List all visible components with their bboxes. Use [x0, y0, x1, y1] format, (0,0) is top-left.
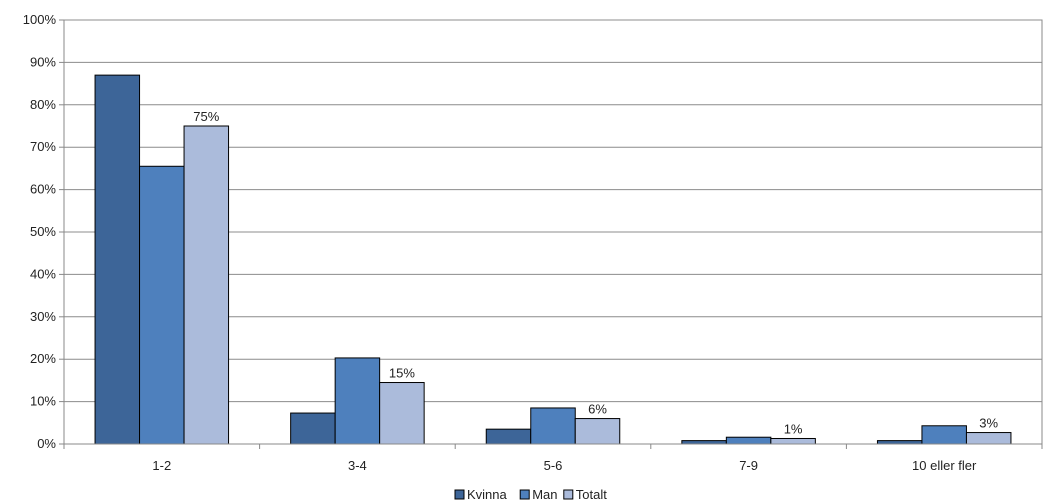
bar-kvinna — [681, 440, 727, 445]
bar-totalt — [574, 418, 621, 445]
y-tick-label: 50% — [30, 224, 56, 239]
y-tick-label: 30% — [30, 309, 56, 324]
data-label: 75% — [193, 109, 219, 124]
bar-kvinna — [876, 440, 923, 445]
bar-totalt — [379, 382, 425, 445]
bar-kvinna — [94, 74, 141, 445]
legend-swatch-man — [519, 489, 530, 500]
y-tick-label: 70% — [30, 139, 56, 154]
bar-man — [530, 407, 576, 445]
x-tick-label: 3-4 — [348, 458, 367, 473]
x-tick-label: 7-9 — [739, 458, 758, 473]
x-tick-label: 1-2 — [152, 458, 171, 473]
bar-man — [921, 425, 967, 445]
y-tick-label: 100% — [23, 12, 57, 27]
data-label: 3% — [979, 416, 998, 431]
y-tick-label: 40% — [30, 266, 56, 281]
bar-man — [725, 436, 772, 445]
bar-totalt — [965, 432, 1012, 445]
x-tick-label: 5-6 — [544, 458, 563, 473]
bar-kvinna — [485, 428, 532, 445]
y-tick-label: 80% — [30, 97, 56, 112]
data-label: 1% — [784, 421, 803, 436]
bar-kvinna — [290, 412, 336, 445]
data-label: 6% — [588, 402, 607, 417]
bar-man — [139, 165, 185, 445]
y-tick-label: 20% — [30, 351, 56, 366]
legend-label-totalt: Totalt — [576, 487, 607, 502]
bar-totalt — [183, 125, 230, 445]
bar-totalt — [770, 437, 816, 445]
legend-swatch-totalt — [563, 489, 574, 500]
legend-label-man: Man — [532, 487, 557, 502]
y-tick-label: 60% — [30, 182, 56, 197]
y-tick-label: 0% — [37, 436, 56, 451]
legend-label-kvinna: Kvinna — [467, 487, 508, 502]
x-tick-label: 10 eller fler — [912, 458, 977, 473]
bar-man — [334, 357, 381, 445]
legend: Kvinna Man Totalt — [454, 487, 607, 502]
legend-swatch-kvinna — [454, 489, 465, 500]
y-tick-label: 10% — [30, 394, 56, 409]
data-label: 15% — [389, 366, 415, 381]
y-tick-label: 90% — [30, 54, 56, 69]
